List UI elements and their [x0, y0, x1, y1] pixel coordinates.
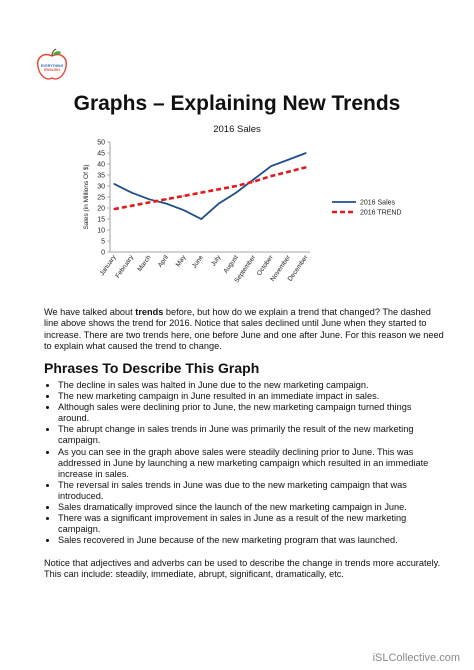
data-point [148, 201, 150, 204]
logo-text: EVERYTHING ENGLISH [40, 64, 64, 72]
data-point [305, 166, 307, 168]
data-point [165, 203, 167, 205]
data-point [130, 192, 133, 194]
list-item: There was a significant improvement in s… [58, 513, 438, 535]
list-item: Sales recovered in June because of the n… [58, 535, 438, 546]
list-item: The reversal in sales trends in June was… [58, 480, 438, 502]
y-tick-label: 30 [97, 184, 105, 191]
x-tick-label: February [114, 254, 135, 280]
data-point [113, 183, 115, 185]
y-tick-label: 20 [97, 206, 105, 213]
data-point [235, 185, 237, 187]
x-tick-label: April [157, 254, 171, 269]
x-tick-label: May [175, 254, 188, 269]
x-tick-label: August [222, 254, 239, 275]
intro-paragraph: We have talked about trends before, but … [44, 307, 444, 351]
list-item: The decline in sales was halted in June … [58, 380, 438, 391]
data-point [200, 192, 202, 194]
data-point [113, 208, 115, 210]
data-point [235, 192, 237, 194]
x-tick-label: March [136, 254, 152, 273]
data-point [218, 203, 220, 205]
y-tick-label: 40 [97, 162, 105, 169]
data-point [130, 205, 133, 207]
y-tick-label: 35 [97, 173, 105, 180]
y-tick-label: 0 [101, 250, 105, 257]
legend-label: 2016 TREND [360, 210, 402, 217]
apple-logo-icon [37, 48, 67, 80]
data-point [270, 175, 272, 177]
y-tick-label: 25 [97, 195, 105, 202]
list-item: The abrupt change in sales trends in Jun… [58, 424, 438, 446]
list-item: As you can see in the graph above sales … [58, 447, 438, 480]
list-item: Sales dramatically improved since the la… [58, 502, 438, 513]
y-tick-label: 15 [97, 217, 105, 224]
data-point [253, 181, 255, 183]
y-axis-label: Sales (in Millions Of $) [83, 164, 90, 229]
data-point [165, 198, 167, 200]
y-tick-label: 50 [97, 140, 105, 147]
data-point [287, 159, 290, 161]
data-point [148, 198, 150, 200]
closing-paragraph: Notice that adjectives and adverbs can b… [44, 558, 441, 580]
list-item: Although sales were declining prior to J… [58, 402, 438, 424]
series-line-1 [113, 152, 307, 221]
data-point [200, 218, 202, 220]
y-tick-label: 5 [101, 239, 105, 246]
x-tick-label: July [210, 254, 223, 268]
data-point [218, 188, 220, 190]
page-title: Graphs – Explaining New Trends [73, 92, 401, 115]
list-item: The new marketing campaign in June resul… [58, 391, 438, 402]
y-tick-label: 45 [97, 151, 105, 158]
phrases-list: The decline in sales was halted in June … [44, 380, 438, 546]
x-tick-label: June [191, 254, 205, 270]
data-point [287, 171, 290, 173]
trends-keyword: trends [135, 307, 164, 317]
series-line-2 [113, 166, 307, 211]
chart-title: 2016 Sales [213, 124, 261, 135]
data-point [183, 195, 185, 197]
data-point [183, 209, 185, 211]
data-point [270, 165, 272, 167]
data-point [253, 178, 255, 180]
y-tick-label: 10 [97, 228, 105, 235]
legend-label: 2016 Sales [360, 200, 396, 207]
phrases-heading: Phrases To Describe This Graph [44, 360, 260, 376]
data-point [305, 152, 307, 154]
site-watermark: iSLCollective.com [372, 652, 460, 664]
